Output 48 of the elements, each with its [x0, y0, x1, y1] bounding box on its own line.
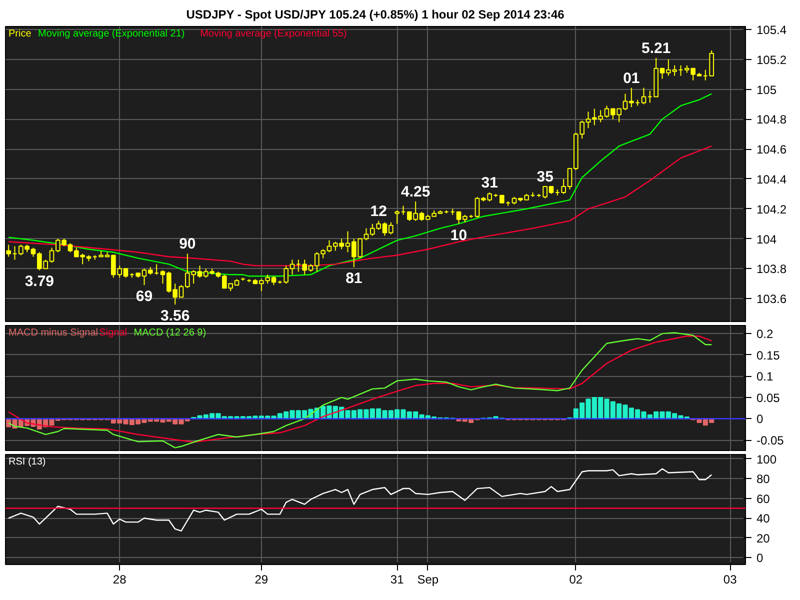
chart-title: USDJPY - Spot USD/JPY 105.24 (+0.85%) 1 hour 02 Sep 2014 23:46: [186, 8, 565, 22]
y-tick-label: 100: [756, 452, 777, 466]
y-tick-label: 0: [756, 412, 764, 426]
text: 90: [179, 236, 196, 253]
text: 3.79: [24, 273, 54, 290]
text: 10: [450, 226, 468, 244]
y-tick-label: 0.15: [756, 348, 780, 362]
y-tick-label: 80: [756, 472, 770, 486]
text: Signal: [99, 328, 128, 338]
x-tick-label: 31: [390, 572, 404, 586]
y-tick-label: 0: [756, 551, 764, 566]
text: 35: [536, 168, 554, 186]
y-tick-label: 104.2: [756, 202, 787, 216]
x-tick-label: 29: [254, 572, 268, 586]
y-tick-label: 105.4: [756, 22, 787, 37]
y-tick-label: 40: [756, 512, 770, 526]
x-tick-label: 28: [112, 572, 127, 586]
text: Moving average (Exponential 21): [38, 28, 185, 40]
y-tick-label: 20: [756, 531, 770, 546]
y-tick-label: 105: [756, 82, 777, 97]
y-tick-label: 0.05: [756, 390, 780, 405]
text: MACD minus Signal: [8, 328, 98, 338]
y-tick-label: 104: [756, 232, 777, 246]
text: 69: [136, 288, 153, 306]
y-tick-label: 0.2: [756, 327, 774, 342]
y-tick-label: 104.8: [756, 112, 787, 127]
text: 81: [346, 270, 362, 288]
text: MACD (12 26 9): [134, 328, 206, 338]
text: 31: [481, 174, 498, 192]
y-tick-label: -0.05: [756, 434, 784, 448]
y-tick-label: 103.6: [756, 292, 787, 306]
x-tick-label: Sep: [417, 572, 439, 586]
y-tick-label: 60: [756, 492, 770, 506]
text: 5.21: [641, 40, 671, 57]
text: 4.25: [400, 183, 430, 200]
text: 3.56: [160, 308, 190, 325]
text: RSI (13): [8, 456, 46, 468]
y-tick-label: 0.1: [756, 370, 774, 384]
text: Moving average (Exponential 55): [200, 28, 347, 40]
x-tick-label: 02: [569, 572, 583, 586]
text: 01: [623, 70, 640, 87]
text: 12: [370, 202, 387, 220]
y-tick-label: 104.4: [756, 172, 787, 186]
y-tick-label: 104.6: [756, 142, 787, 157]
text: Price: [8, 28, 32, 40]
y-tick-label: 105.2: [756, 52, 787, 67]
x-tick-label: 03: [723, 572, 738, 586]
y-tick-label: 103.8: [756, 262, 787, 276]
